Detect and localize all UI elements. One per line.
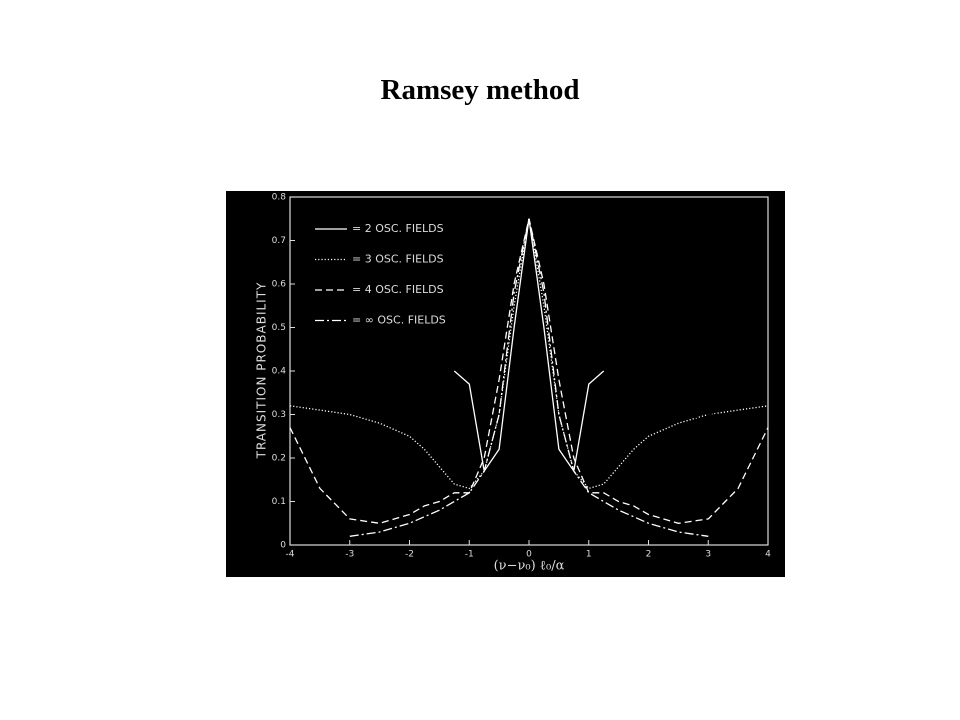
x-tick-label: -2 [405,550,414,560]
x-axis-label: (ν−ν₀) ℓ₀/α [494,559,565,574]
x-tick-label: 1 [586,550,592,560]
legend-label: = 3 OSC. FIELDS [352,253,444,266]
y-tick-label: 0.6 [272,280,287,290]
annotation: Rabi method [644,294,722,310]
rabi-arrow [576,315,608,373]
legend-label: = ∞ OSC. FIELDS [352,314,446,327]
slide-title: Ramsey method [380,74,580,106]
x-tick-label: 3 [705,550,711,560]
x-tick-label: -4 [286,550,295,560]
x-tick-label: 2 [646,550,652,560]
annotation: Ramsey method [670,386,720,422]
x-tick-label: 4 [765,550,771,560]
y-tick-label: 0.1 [272,497,286,507]
y-tick-label: 0 [280,541,286,551]
y-axis-label: TRANSITION PROBABILITY [255,282,269,460]
x-tick-label: 0 [526,550,532,560]
y-tick-label: 0.4 [272,367,287,377]
y-tick-label: 0.7 [272,236,286,246]
legend-label: = 4 OSC. FIELDS [352,283,444,296]
series-line [349,218,709,537]
figure-background [226,191,785,577]
x-tick-label: -1 [465,550,474,560]
series-line [289,218,769,490]
y-tick-label: 0.2 [272,454,286,464]
y-tick-label: 0.5 [272,323,286,333]
legend-label: = 2 OSC. FIELDS [352,222,444,235]
y-tick-label: 0.3 [272,410,286,420]
ramsey-arrow [601,381,666,403]
y-tick-label: 0.8 [272,193,287,203]
x-tick-label: -3 [345,550,354,560]
